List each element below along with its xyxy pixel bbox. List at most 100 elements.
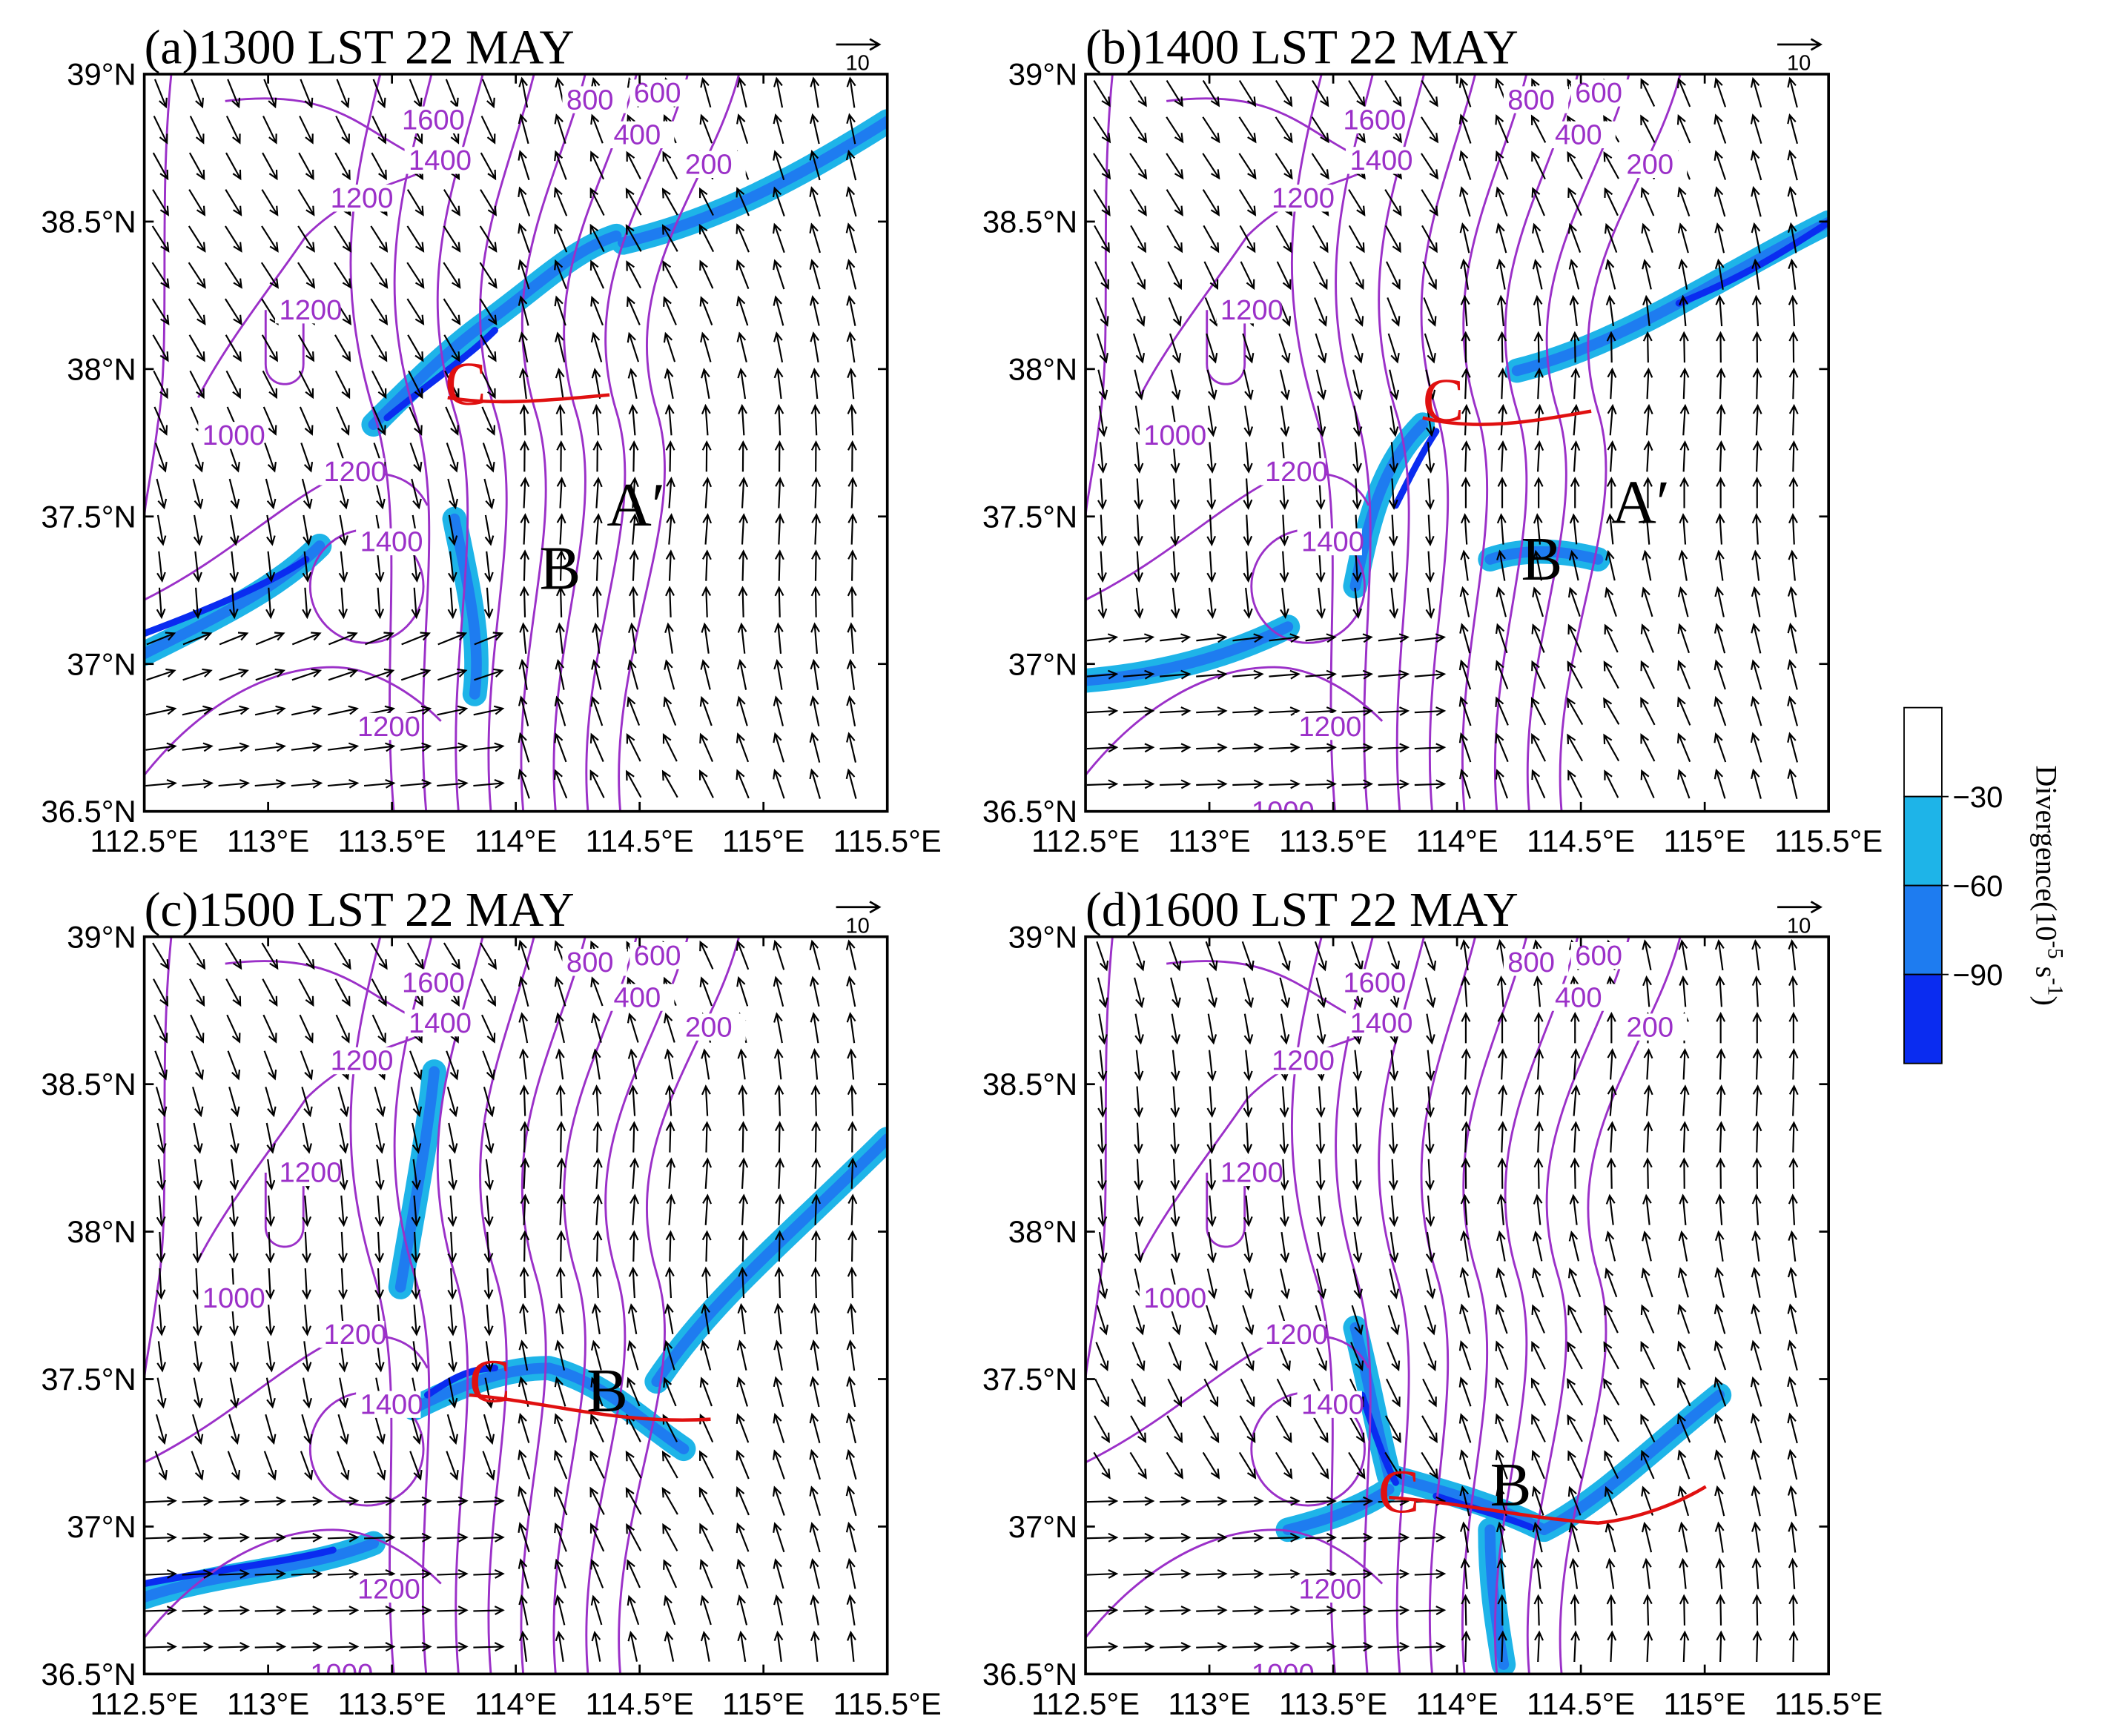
- wind-vector: [1567, 222, 1582, 253]
- wind-vector: [327, 1568, 360, 1579]
- divergence-shading: [144, 1066, 888, 1603]
- wind-vector: [775, 1157, 785, 1189]
- wind-vector: [156, 1268, 166, 1300]
- wind-vector: [518, 732, 530, 763]
- wind-vector: [627, 1048, 638, 1080]
- wind-vector: [846, 1594, 856, 1626]
- wind-vector: [1352, 1050, 1363, 1081]
- wind-vector: [1716, 1121, 1726, 1153]
- wind-vector: [225, 370, 241, 400]
- wind-vector: [699, 940, 714, 970]
- wind-vector: [700, 659, 711, 690]
- wind-vector: [809, 113, 820, 145]
- wind-vector: [437, 705, 469, 716]
- wind-vector: [156, 514, 167, 546]
- wind-vector: [328, 705, 359, 716]
- wind-vector: [629, 513, 639, 545]
- wind-vector: [406, 298, 425, 326]
- wind-vector: [218, 1496, 251, 1506]
- wind-vector: [1643, 1121, 1653, 1153]
- contour-label: 1600: [402, 105, 465, 136]
- wind-vector: [627, 331, 640, 362]
- wind-vector: [1316, 1195, 1326, 1228]
- wind-vector: [1352, 1268, 1363, 1299]
- contour-line: [1085, 472, 1370, 601]
- wind-vector: [1788, 1157, 1799, 1189]
- wind-vector: [847, 477, 858, 508]
- wind-vector: [809, 186, 822, 217]
- wind-vector: [1752, 477, 1762, 508]
- wind-vector: [1421, 79, 1438, 107]
- wind-vector: [773, 295, 784, 326]
- wind-vector: [811, 477, 822, 508]
- panel-title: (a)1300 LST 22 MAY: [145, 21, 575, 74]
- wind-vector: [1206, 587, 1217, 620]
- wind-vector: [1166, 1451, 1183, 1480]
- wind-vector: [1750, 113, 1762, 144]
- wind-vector: [1787, 1339, 1798, 1371]
- wind-vector: [218, 1568, 251, 1579]
- wind-vector: [1414, 1568, 1447, 1579]
- wind-vector: [335, 1014, 350, 1044]
- wind-vector: [264, 443, 277, 473]
- feature-marker: B: [539, 534, 581, 603]
- wind-vector: [1123, 1568, 1155, 1579]
- wind-vector: [443, 334, 460, 362]
- wind-vector: [1605, 1268, 1618, 1298]
- contour-label-bg: [609, 121, 675, 149]
- wind-vector: [1387, 297, 1401, 327]
- wind-vector: [152, 942, 170, 970]
- wind-vector: [1643, 1630, 1653, 1663]
- x-tick-label: 114.5°E: [1527, 1686, 1635, 1721]
- contour-line: [585, 74, 689, 812]
- wind-vector: [809, 295, 820, 326]
- wind-vector: [1458, 1413, 1472, 1443]
- wind-vector: [1605, 1193, 1616, 1225]
- wind-vector: [1414, 779, 1447, 789]
- wind-vector: [701, 586, 712, 617]
- wind-vector: [1170, 1086, 1180, 1119]
- wind-vector: [1097, 977, 1108, 1009]
- wind-vector: [437, 1606, 469, 1615]
- wind-vector: [845, 939, 857, 970]
- wind-vector: [847, 622, 857, 654]
- wind-vector: [1425, 587, 1435, 620]
- wind-vector: [1676, 1340, 1691, 1371]
- wind-vector: [1414, 1532, 1447, 1543]
- wind-vector: [556, 477, 566, 508]
- wind-vector: [809, 939, 821, 970]
- wind-vector: [1714, 1449, 1726, 1480]
- wind-vector: [1750, 1412, 1762, 1443]
- wind-vector: [1460, 549, 1470, 581]
- wind-vector: [810, 586, 821, 617]
- wind-vector: [1606, 331, 1616, 363]
- wind-vector: [1640, 733, 1656, 762]
- wind-vector: [845, 222, 857, 254]
- wind-vector: [265, 551, 276, 583]
- contour-label-bg: [1338, 969, 1404, 996]
- wind-vector: [1752, 1630, 1762, 1663]
- wind-vector: [1642, 549, 1652, 581]
- wind-vector: [1752, 1121, 1762, 1153]
- wind-vector: [590, 1012, 602, 1043]
- wind-vector: [146, 632, 176, 646]
- wind-vector: [520, 513, 530, 545]
- wind-vector: [1788, 549, 1798, 581]
- x-tick-label: 114°E: [1415, 1686, 1498, 1721]
- contour-label: 1000: [1252, 1658, 1315, 1690]
- wind-vector: [1421, 1415, 1438, 1444]
- wind-vector: [592, 1230, 603, 1262]
- contour-line: [1138, 97, 1367, 399]
- x-tick-label: 113.5°E: [1279, 824, 1387, 858]
- wind-vector: [1352, 478, 1362, 510]
- wind-vector: [445, 406, 459, 436]
- wind-vector: [1350, 297, 1364, 327]
- wind-vector: [1642, 513, 1652, 545]
- wind-vector: [1203, 1378, 1219, 1408]
- reference-vector: [1777, 38, 1823, 51]
- wind-vector: [700, 76, 712, 108]
- contour-line: [520, 74, 586, 812]
- wind-vector: [1532, 222, 1544, 254]
- wind-vector: [1386, 261, 1401, 291]
- contour-label: 1000: [1252, 795, 1315, 827]
